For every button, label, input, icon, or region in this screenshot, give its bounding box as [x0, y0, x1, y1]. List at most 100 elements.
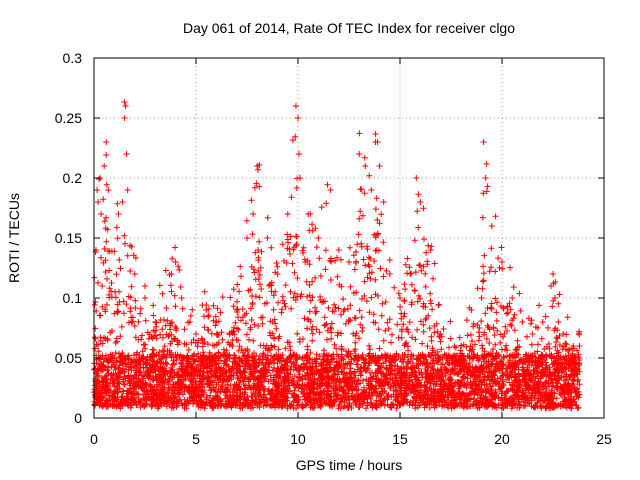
- data-point: [117, 265, 124, 272]
- data-point: [356, 215, 363, 222]
- data-point: [251, 321, 258, 328]
- data-point: [143, 396, 150, 403]
- data-point: [331, 301, 338, 308]
- data-point: [325, 304, 332, 311]
- data-point: [276, 333, 283, 340]
- data-point: [504, 328, 510, 334]
- data-point: [374, 216, 381, 223]
- data-point: [400, 356, 407, 363]
- data-point: [433, 381, 440, 387]
- data-point: [271, 343, 278, 350]
- data-point: [275, 299, 281, 306]
- data-point: [414, 208, 421, 215]
- data-point: [546, 352, 553, 359]
- data-point: [234, 306, 241, 313]
- data-point: [393, 405, 400, 412]
- data-point: [159, 326, 166, 333]
- data-point: [427, 380, 434, 387]
- data-point: [328, 329, 335, 336]
- data-point: [95, 348, 102, 355]
- data-point: [361, 278, 368, 285]
- data-point: [281, 300, 288, 307]
- data-point: [429, 306, 436, 313]
- data-point: [169, 255, 176, 262]
- data-point: [527, 320, 534, 327]
- data-point: [238, 357, 245, 364]
- data-point: [135, 336, 142, 343]
- data-point: [377, 391, 384, 398]
- data-point: [235, 326, 242, 333]
- data-point: [488, 305, 495, 312]
- data-point: [346, 244, 353, 251]
- data-point: [301, 315, 308, 322]
- data-point: [236, 288, 243, 295]
- data-point: [412, 269, 419, 276]
- data-point: [237, 263, 244, 270]
- data-point: [403, 382, 410, 389]
- data-point: [282, 303, 289, 310]
- data-point: [386, 362, 393, 369]
- data-point: [516, 290, 523, 297]
- data-point: [160, 348, 167, 355]
- data-point: [160, 334, 166, 341]
- data-point: [404, 255, 411, 262]
- data-point: [363, 298, 370, 305]
- data-point: [410, 397, 417, 404]
- data-point: [210, 302, 217, 309]
- data-point: [535, 341, 541, 348]
- data-point: [552, 343, 559, 350]
- data-point: [511, 311, 518, 318]
- data-point: [358, 243, 365, 250]
- data-point: [347, 283, 354, 290]
- data-point: [121, 232, 128, 239]
- data-point: [288, 194, 295, 201]
- data-point: [364, 274, 371, 281]
- data-point: [466, 360, 473, 366]
- data-point: [498, 244, 505, 251]
- data-point: [105, 247, 112, 254]
- data-point: [574, 405, 581, 412]
- data-point: [277, 391, 284, 398]
- data-point: [172, 244, 178, 251]
- data-point: [421, 236, 427, 243]
- data-point: [522, 379, 529, 386]
- data-point: [190, 336, 197, 343]
- data-point: [247, 286, 254, 293]
- data-point: [422, 283, 429, 290]
- data-point: [265, 378, 272, 385]
- data-point: [566, 346, 573, 353]
- data-point: [229, 337, 236, 344]
- data-point: [325, 369, 332, 376]
- data-point: [415, 191, 422, 198]
- data-point: [98, 254, 104, 261]
- data-point: [309, 330, 316, 337]
- data-point: [137, 305, 144, 312]
- data-point: [431, 260, 438, 267]
- data-point: [539, 352, 546, 359]
- data-point: [99, 340, 106, 347]
- data-point: [219, 294, 226, 301]
- data-point: [322, 247, 329, 254]
- data-point: [553, 334, 560, 341]
- data-point: [486, 268, 493, 275]
- data-point: [420, 263, 427, 270]
- data-point: [279, 306, 285, 313]
- data-point: [132, 297, 139, 304]
- data-point: [338, 256, 344, 263]
- data-point: [267, 372, 274, 379]
- data-point: [428, 243, 435, 250]
- data-point: [493, 317, 500, 324]
- data-point: [205, 327, 212, 333]
- data-point: [404, 326, 411, 333]
- data-point: [200, 349, 207, 356]
- data-point: [312, 304, 318, 311]
- data-point: [446, 377, 453, 384]
- data-point: [400, 321, 407, 328]
- data-point: [378, 211, 385, 218]
- data-point: [382, 327, 389, 334]
- data-point: [288, 305, 295, 312]
- data-point: [479, 278, 486, 285]
- data-point: [205, 312, 212, 319]
- data-point: [361, 154, 368, 161]
- data-point: [502, 323, 509, 330]
